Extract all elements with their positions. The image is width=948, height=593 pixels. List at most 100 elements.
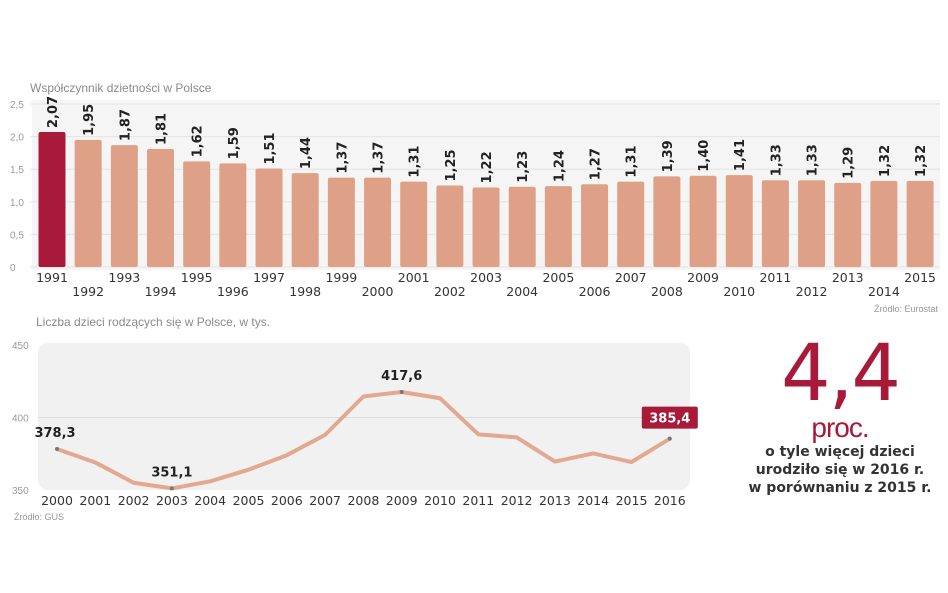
bar-2004 bbox=[508, 186, 536, 267]
bar-2015 bbox=[906, 180, 934, 267]
x-tick-label: 2016 bbox=[654, 493, 686, 508]
x-tick-label: 2012 bbox=[501, 493, 533, 508]
bar-value-label: 2,07 bbox=[46, 96, 61, 128]
bar-2003 bbox=[472, 187, 500, 267]
bar-2001 bbox=[400, 181, 428, 267]
bar-2013 bbox=[834, 182, 862, 267]
y-tick-label: 0 bbox=[10, 263, 16, 274]
x-tick-label: 1999 bbox=[325, 270, 357, 285]
bar-value-label: 1,31 bbox=[408, 146, 423, 178]
bar-value-label: 1,40 bbox=[697, 140, 712, 172]
x-tick-label: 2001 bbox=[79, 493, 111, 508]
x-tick-label: 2000 bbox=[41, 493, 73, 508]
x-tick-label: 2006 bbox=[271, 493, 303, 508]
bar-2008 bbox=[653, 176, 681, 267]
bar-chart-bars: 2,07 1991 1,95 1992 1,87 1993 1,81 1994 1,62 1995… bbox=[36, 96, 936, 299]
bar-value-label: 1,27 bbox=[589, 148, 604, 180]
x-tick-label: 1994 bbox=[145, 284, 177, 299]
bar-value-label: 1,33 bbox=[806, 144, 821, 176]
x-tick-label: 2014 bbox=[868, 284, 900, 299]
bar-2011 bbox=[761, 180, 789, 267]
bar-value-label: 1,81 bbox=[155, 113, 170, 145]
x-tick-label: 2011 bbox=[462, 493, 494, 508]
bar-2014 bbox=[870, 180, 898, 267]
line-chart-panel bbox=[38, 343, 690, 490]
bar-2000 bbox=[364, 177, 392, 267]
bar-value-label: 1,37 bbox=[372, 142, 387, 174]
x-tick-label: 2014 bbox=[577, 493, 609, 508]
x-tick-label: 2008 bbox=[347, 493, 379, 508]
y-tick-label: 400 bbox=[12, 414, 29, 425]
y-tick-label: 2,5 bbox=[10, 100, 24, 111]
x-tick-label: 2015 bbox=[616, 493, 648, 508]
x-tick-label: 2004 bbox=[194, 493, 226, 508]
bar-chart-title: Współczynnik dzietności w Polsce bbox=[30, 81, 212, 95]
line-series bbox=[56, 389, 671, 491]
bar-2010 bbox=[725, 175, 753, 267]
x-tick-label: 2002 bbox=[118, 493, 150, 508]
bar-value-label: 1,33 bbox=[769, 144, 784, 176]
callout-value: 4,4 bbox=[780, 329, 901, 419]
bar-2005 bbox=[544, 186, 572, 267]
point-marker-2003 bbox=[169, 486, 174, 491]
callout-line-1: o tyle więcej dzieci bbox=[765, 444, 915, 460]
bar-1994 bbox=[147, 148, 175, 267]
bar-value-label: 1,37 bbox=[335, 142, 350, 174]
bar-2006 bbox=[581, 184, 609, 267]
x-tick-label: 2005 bbox=[542, 270, 574, 285]
bar-1997 bbox=[255, 168, 283, 267]
x-tick-label: 2006 bbox=[579, 284, 611, 299]
x-tick-label: 2015 bbox=[904, 270, 936, 285]
x-tick-label: 2013 bbox=[539, 493, 571, 508]
bar-chart-source: Źródło: Eurostat bbox=[874, 304, 939, 314]
bar-2012 bbox=[798, 180, 826, 267]
x-tick-label: 2003 bbox=[156, 493, 188, 508]
x-tick-label: 2001 bbox=[398, 270, 430, 285]
bar-value-label: 1,87 bbox=[118, 109, 133, 141]
bar-value-label: 1,24 bbox=[552, 150, 567, 182]
bar-value-label: 1,25 bbox=[444, 149, 459, 181]
x-tick-label: 2009 bbox=[386, 493, 418, 508]
bar-2009 bbox=[689, 175, 717, 267]
bar-value-label: 1,39 bbox=[661, 140, 676, 172]
x-tick-label: 2012 bbox=[796, 284, 828, 299]
x-tick-label: 2009 bbox=[687, 270, 719, 285]
bar-value-label: 1,44 bbox=[299, 137, 314, 169]
x-tick-label: 1996 bbox=[217, 284, 249, 299]
bar-value-label: 1,51 bbox=[263, 132, 278, 164]
callout: 4,4 proc. o tyle więcej dzieci urodziło … bbox=[745, 335, 935, 497]
x-tick-label: 2005 bbox=[233, 493, 265, 508]
callout-line-3: w porównaniu z 2015 r. bbox=[748, 480, 932, 496]
x-tick-label: 2008 bbox=[651, 284, 683, 299]
x-tick-label: 2010 bbox=[723, 284, 755, 299]
bar-1993 bbox=[110, 145, 138, 267]
bar-1998 bbox=[291, 173, 319, 267]
point-label-2000: 378,3 bbox=[34, 426, 75, 441]
x-tick-label: 2004 bbox=[506, 284, 538, 299]
x-tick-label: 2011 bbox=[759, 270, 791, 285]
x-tick-label: 2010 bbox=[424, 493, 456, 508]
bar-value-label: 1,32 bbox=[914, 145, 929, 177]
y-tick-label: 0,5 bbox=[10, 230, 24, 241]
callout-line-2: urodziło się w 2016 r. bbox=[755, 462, 925, 478]
line-chart-source: Źródło: GUS bbox=[14, 512, 64, 522]
x-tick-label: 2007 bbox=[615, 270, 647, 285]
point-label-2009: 417,6 bbox=[381, 369, 422, 384]
bar-value-label: 1,31 bbox=[625, 146, 640, 178]
bar-2007 bbox=[617, 181, 645, 267]
x-tick-label: 2013 bbox=[832, 270, 864, 285]
bar-value-label: 1,22 bbox=[480, 151, 495, 183]
x-tick-label: 2002 bbox=[434, 284, 466, 299]
point-label-2016: 385,4 bbox=[649, 412, 690, 427]
highlight-label-background bbox=[641, 406, 698, 429]
line-chart-grid: 350 400 450 bbox=[12, 341, 690, 497]
callout-unit: proc. bbox=[811, 412, 869, 443]
y-tick-label: 1,5 bbox=[10, 165, 24, 176]
point-marker-2009 bbox=[399, 389, 404, 394]
line-chart-title: Liczba dzieci rodzących się w Polsce, w … bbox=[36, 315, 270, 329]
x-tick-label: 2007 bbox=[309, 493, 341, 508]
bar-value-label: 1,32 bbox=[878, 145, 893, 177]
point-label-2003: 351,1 bbox=[151, 465, 192, 480]
